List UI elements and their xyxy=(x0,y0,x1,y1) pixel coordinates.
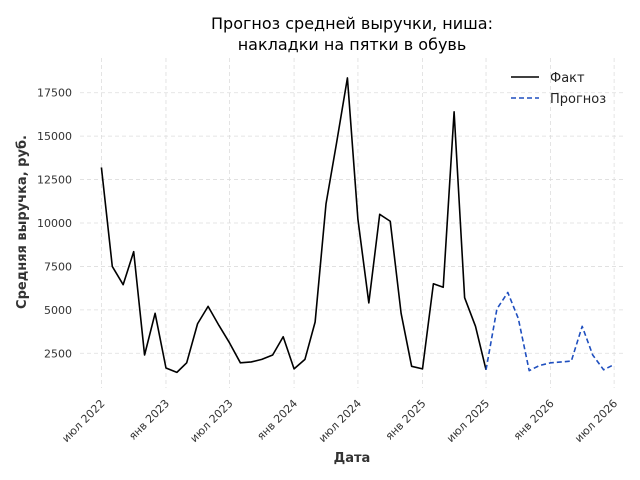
series-line-forecast xyxy=(485,291,615,372)
x-tick-label: июл 2024 xyxy=(316,397,364,445)
legend-label-forecast: Прогноз xyxy=(550,92,606,107)
series-line-fact xyxy=(100,77,487,374)
x-tick-label: июл 2023 xyxy=(188,397,236,445)
y-tick-label: 12500 xyxy=(37,174,72,187)
chart-title-line-1: Прогноз средней выручки, ниша: xyxy=(211,14,493,33)
y-tick-label: 2500 xyxy=(44,347,72,360)
x-axis-label: Дата xyxy=(334,451,371,466)
y-tick-label: 15000 xyxy=(37,130,72,143)
series-group xyxy=(100,77,615,374)
y-tick-label: 17500 xyxy=(37,87,72,100)
x-tick-label: янв 2024 xyxy=(254,397,300,443)
x-axis-ticks: июл 2022 янв 2023 июл 2023 янв 2024 июл 2024… xyxy=(59,397,620,445)
legend-label-fact: Факт xyxy=(550,71,585,86)
x-tick-label: янв 2023 xyxy=(126,397,172,443)
y-tick-label: 10000 xyxy=(37,217,72,230)
x-tick-label: июл 2022 xyxy=(59,397,107,445)
y-axis-label: Средняя выручка, руб. xyxy=(15,135,30,309)
x-tick-label: июл 2025 xyxy=(444,397,492,445)
y-tick-label: 7500 xyxy=(44,260,72,273)
x-tick-label: июл 2026 xyxy=(572,397,620,445)
legend: Факт Прогноз xyxy=(511,71,606,107)
y-axis-ticks: 2500 5000 7500 10000 12500 15000 17500 xyxy=(37,87,72,361)
y-tick-label: 5000 xyxy=(44,304,72,317)
x-tick-label: янв 2026 xyxy=(511,397,557,443)
x-tick-label: янв 2025 xyxy=(383,397,429,443)
chart-title-line-2: накладки на пятки в обувь xyxy=(238,35,467,54)
grid xyxy=(80,58,625,388)
